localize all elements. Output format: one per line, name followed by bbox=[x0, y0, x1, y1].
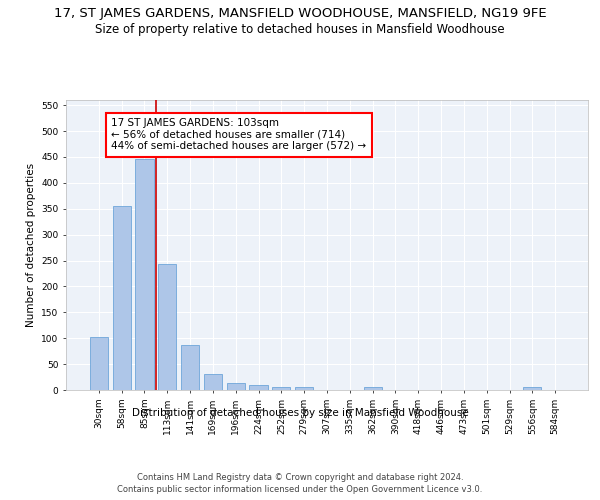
Bar bbox=[113, 206, 131, 390]
Y-axis label: Number of detached properties: Number of detached properties bbox=[26, 163, 35, 327]
Bar bbox=[158, 264, 176, 390]
Text: Contains HM Land Registry data © Crown copyright and database right 2024.: Contains HM Land Registry data © Crown c… bbox=[137, 472, 463, 482]
Text: 17, ST JAMES GARDENS, MANSFIELD WOODHOUSE, MANSFIELD, NG19 9FE: 17, ST JAMES GARDENS, MANSFIELD WOODHOUS… bbox=[53, 8, 547, 20]
Text: Distribution of detached houses by size in Mansfield Woodhouse: Distribution of detached houses by size … bbox=[131, 408, 469, 418]
Bar bbox=[250, 386, 268, 390]
Bar bbox=[272, 388, 290, 390]
Text: Contains public sector information licensed under the Open Government Licence v3: Contains public sector information licen… bbox=[118, 485, 482, 494]
Bar bbox=[364, 388, 382, 390]
Text: 17 ST JAMES GARDENS: 103sqm
← 56% of detached houses are smaller (714)
44% of se: 17 ST JAMES GARDENS: 103sqm ← 56% of det… bbox=[112, 118, 367, 152]
Text: Size of property relative to detached houses in Mansfield Woodhouse: Size of property relative to detached ho… bbox=[95, 22, 505, 36]
Bar bbox=[181, 346, 199, 390]
Bar bbox=[90, 337, 108, 390]
Bar bbox=[227, 383, 245, 390]
Bar bbox=[204, 374, 222, 390]
Bar bbox=[136, 158, 154, 390]
Bar bbox=[295, 388, 313, 390]
Bar bbox=[523, 388, 541, 390]
